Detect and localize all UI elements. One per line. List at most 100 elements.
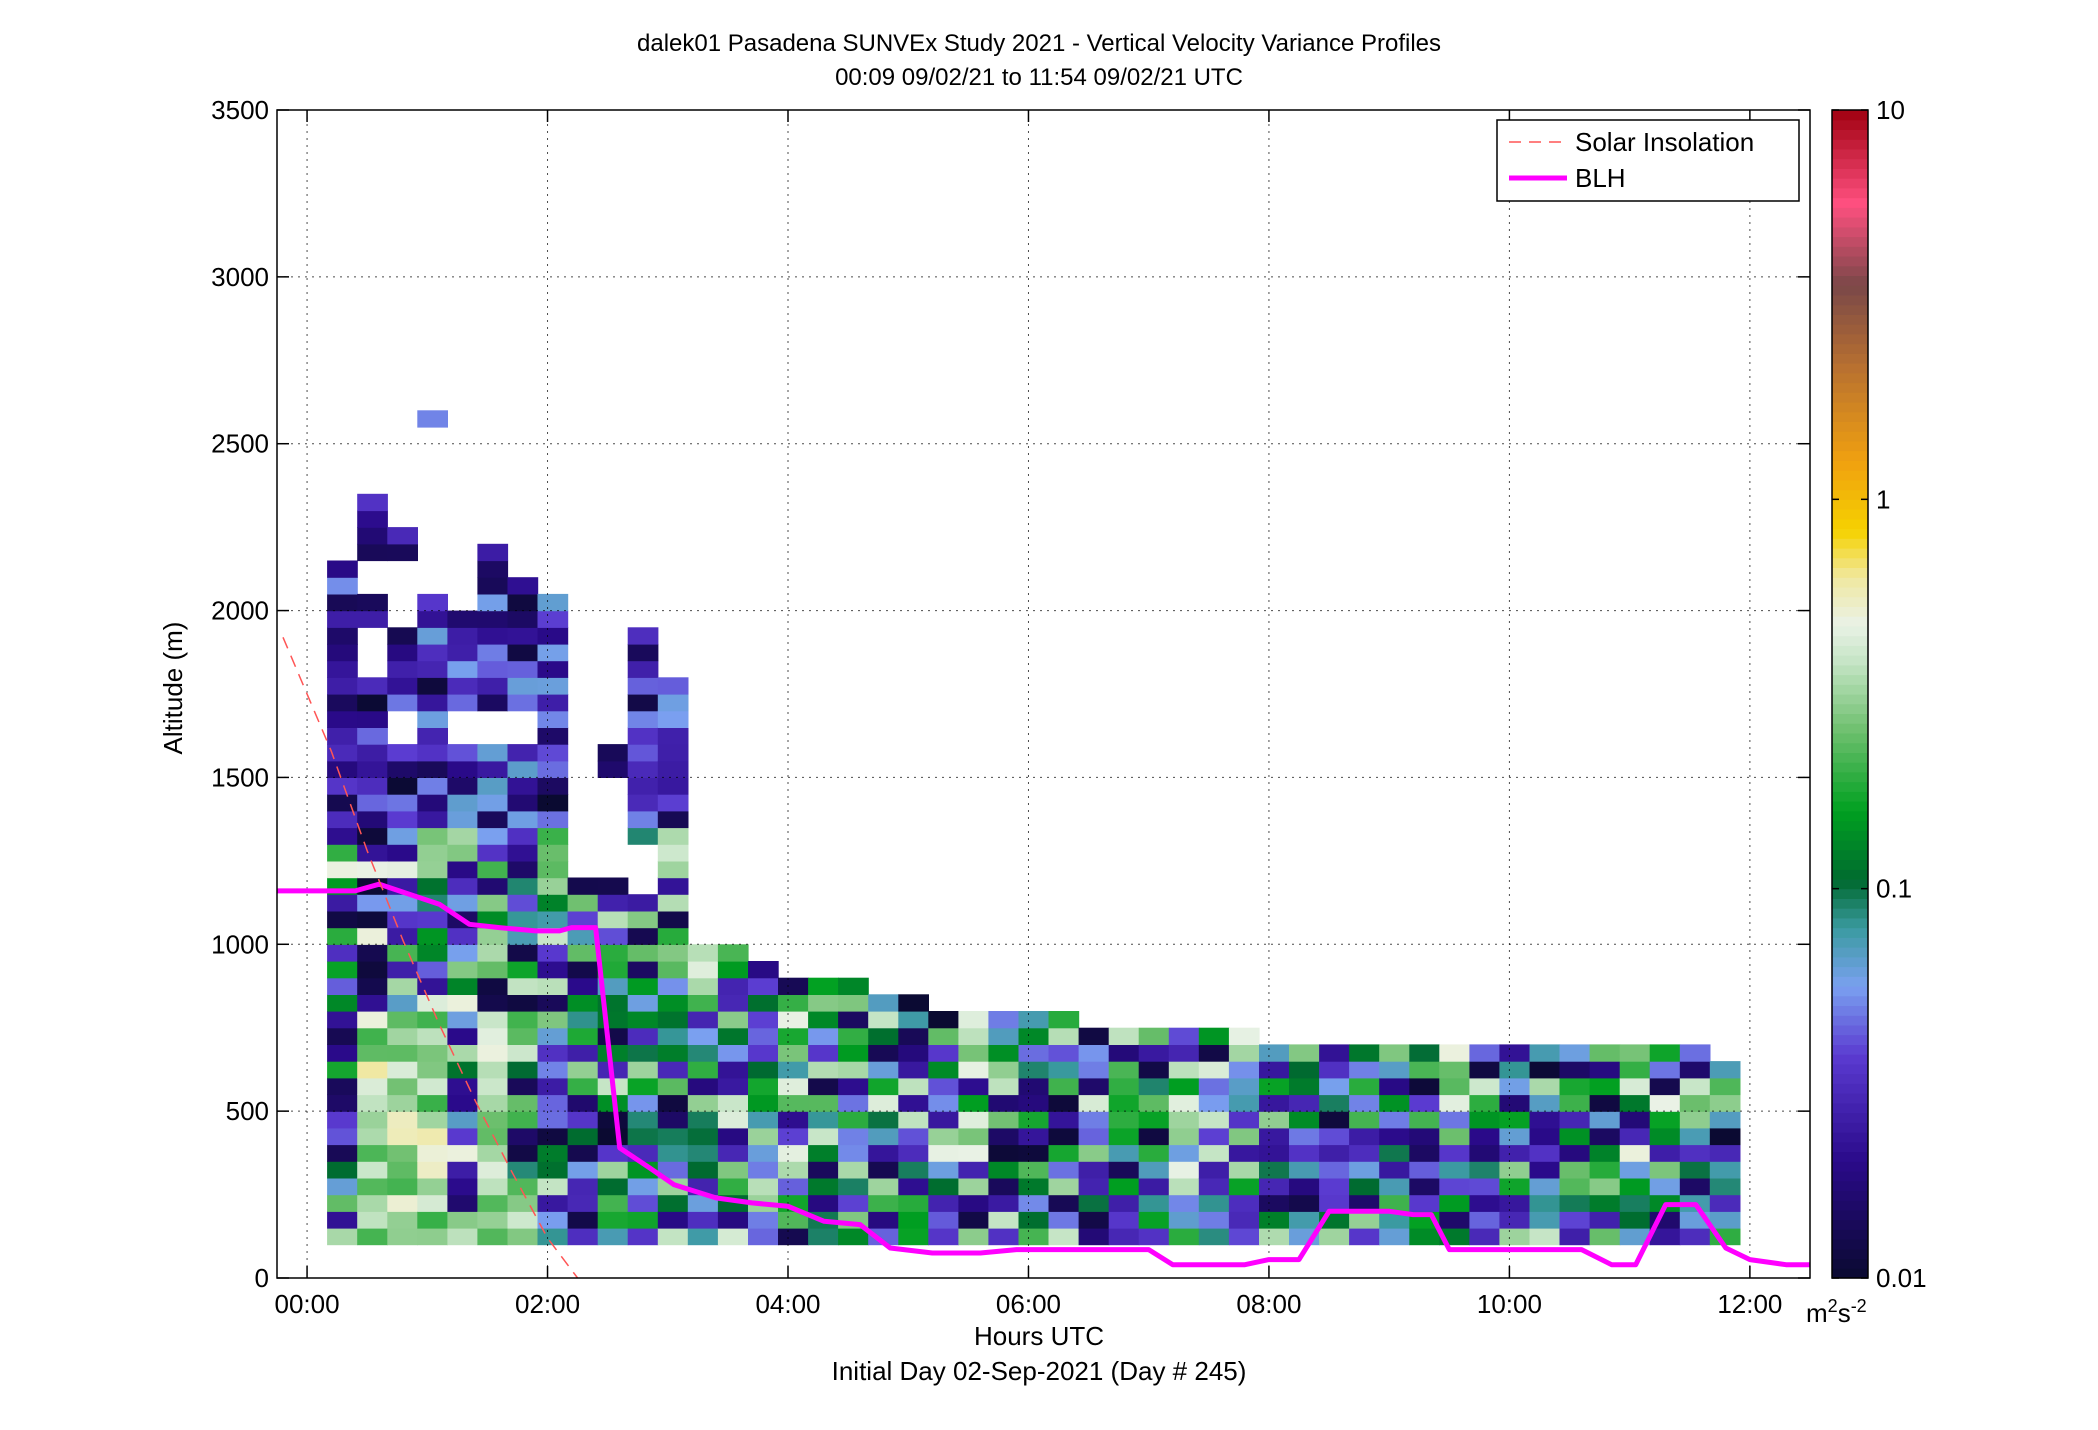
heatmap-cell	[808, 977, 839, 995]
heatmap-cell	[1349, 1077, 1380, 1096]
colorbar-segment	[1832, 888, 1868, 899]
heatmap-cell	[387, 1111, 418, 1129]
heatmap-cell	[417, 1144, 448, 1162]
heatmap-cell	[627, 1111, 659, 1129]
heatmap-cell	[1138, 1161, 1170, 1179]
heatmap-cell	[1409, 1177, 1440, 1196]
heatmap-cell	[1709, 1111, 1741, 1129]
heatmap-cell	[537, 961, 569, 979]
heatmap-cell	[477, 593, 509, 612]
heatmap-cell	[1379, 1094, 1410, 1112]
heatmap-cell	[778, 1094, 809, 1112]
heatmap-cell	[1078, 1144, 1110, 1162]
heatmap-cell	[537, 994, 569, 1012]
heatmap-cell	[357, 860, 388, 879]
colorbar-segment	[1832, 304, 1868, 315]
heatmap-cell	[1168, 1211, 1200, 1229]
heatmap-cell	[447, 627, 479, 645]
heatmap-cell	[417, 944, 448, 962]
heatmap-cell	[1619, 1144, 1651, 1162]
heatmap-cell	[1649, 1161, 1681, 1179]
heatmap-cell	[627, 694, 659, 712]
heatmap-cell	[417, 694, 448, 712]
heatmap-cell	[928, 1027, 959, 1045]
heatmap-cell	[387, 677, 418, 695]
heatmap-cell	[447, 1061, 479, 1079]
series-lines	[277, 637, 1810, 1279]
heatmap-cell	[477, 894, 509, 912]
heatmap-cell	[1319, 1111, 1350, 1129]
heatmap-cell	[657, 710, 689, 728]
heatmap-cell	[327, 710, 358, 728]
heatmap-cell	[507, 1161, 539, 1179]
colorbar-segment	[1832, 898, 1868, 909]
heatmap-cell	[687, 1127, 719, 1146]
heatmap-cell	[447, 994, 479, 1012]
heatmap-cell	[1138, 1061, 1170, 1079]
heatmap-cell	[1018, 1144, 1050, 1162]
heatmap-cell	[477, 1211, 509, 1229]
heatmap-cell	[1379, 1061, 1410, 1079]
heatmap-cell	[567, 1127, 599, 1146]
colorbar-segment	[1832, 1093, 1868, 1104]
heatmap-cell	[717, 1111, 749, 1129]
colorbar-segment	[1832, 158, 1868, 169]
heatmap-cell	[1228, 1144, 1260, 1162]
heatmap-cell	[1018, 1211, 1050, 1229]
heatmap-cell	[778, 1011, 809, 1029]
heatmap-cell	[838, 1161, 869, 1179]
heatmap-cell	[1589, 1094, 1621, 1112]
heatmap-cell	[447, 1177, 479, 1196]
heatmap-cell	[417, 677, 448, 695]
heatmap-cell	[1469, 1111, 1501, 1129]
heatmap-cell	[597, 944, 629, 962]
heatmap-cell	[657, 910, 689, 929]
heatmap-cell	[357, 1011, 388, 1029]
heatmap-cell	[1499, 1094, 1531, 1112]
heatmap-cell	[838, 1127, 869, 1146]
heatmap-cell	[808, 1144, 839, 1162]
heatmap-cell	[357, 727, 388, 745]
heatmap-cell	[1228, 1077, 1260, 1096]
heatmap-cell	[687, 944, 719, 962]
heatmap-cell	[838, 1227, 869, 1246]
heatmap-cell	[1709, 1094, 1741, 1112]
heatmap-cell	[567, 1194, 599, 1212]
colorbar-segment	[1832, 1239, 1868, 1250]
heatmap-cell	[657, 827, 689, 845]
heatmap-cell	[477, 760, 509, 778]
heatmap-cell	[1018, 1161, 1050, 1179]
heatmap-cell	[717, 1211, 749, 1229]
heatmap-cell	[717, 1044, 749, 1062]
heatmap-cell	[1499, 1144, 1531, 1162]
heatmap-cell	[1589, 1144, 1621, 1162]
heatmap-cell	[1138, 1194, 1170, 1212]
heatmap-cell	[838, 1061, 869, 1079]
heatmap-cell	[1259, 1061, 1290, 1079]
heatmap-cell	[327, 1044, 358, 1062]
heatmap-cell	[958, 1027, 990, 1045]
heatmap-cell	[597, 1111, 629, 1129]
heatmap-cell	[597, 877, 629, 895]
heatmap-cell	[928, 1144, 959, 1162]
heatmap-cell	[387, 543, 418, 562]
colorbar-segment	[1832, 1219, 1868, 1230]
colorbar-segment	[1832, 538, 1868, 549]
colorbar-segment	[1832, 1112, 1868, 1123]
heatmap-cell	[1529, 1044, 1561, 1062]
colorbar-segment	[1832, 528, 1868, 539]
heatmap-cell	[717, 1011, 749, 1029]
heatmap-cell	[417, 844, 448, 862]
heatmap-cell	[357, 1077, 388, 1096]
heatmap-cell	[417, 643, 448, 662]
heatmap-cell	[327, 610, 358, 628]
heatmap-cell	[778, 1161, 809, 1179]
heatmap-cell	[477, 944, 509, 962]
heatmap-cell	[387, 961, 418, 979]
heatmap-cell	[387, 1211, 418, 1229]
heatmap-cell	[1589, 1194, 1621, 1212]
heatmap-cell	[507, 1194, 539, 1212]
heatmap-cell	[567, 1011, 599, 1029]
heatmap-cell	[507, 1144, 539, 1162]
heatmap-cell	[1709, 1194, 1741, 1212]
